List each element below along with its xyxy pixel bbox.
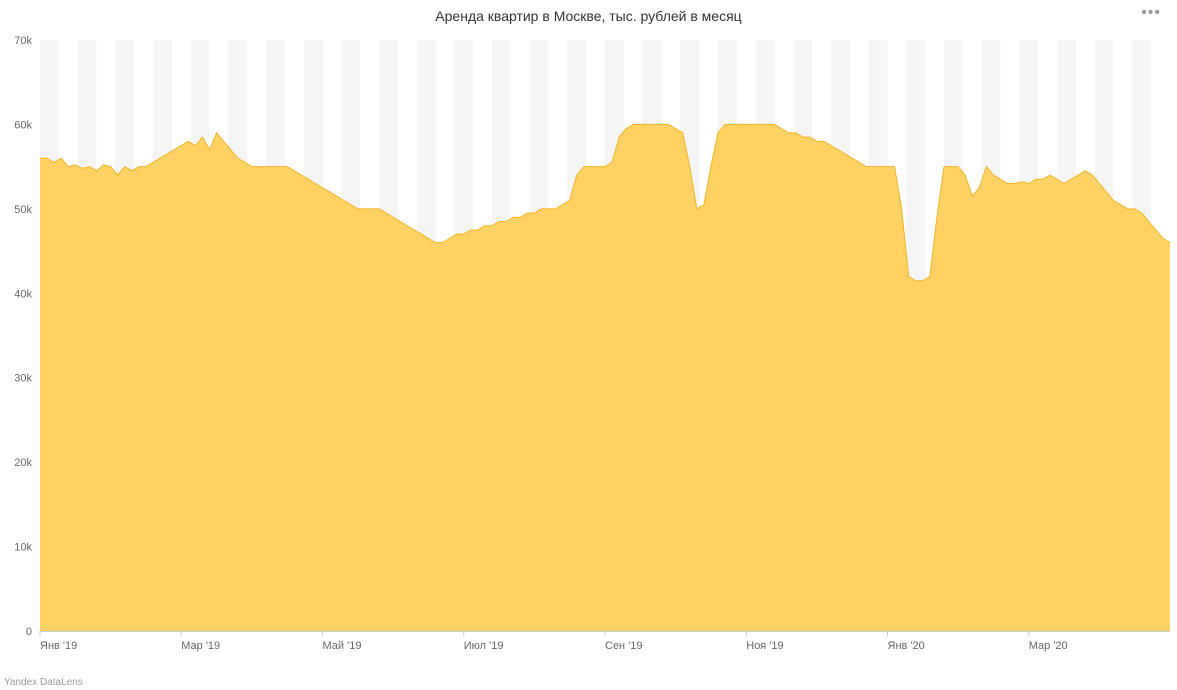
svg-text:10k: 10k [14, 542, 32, 554]
svg-text:Сен '19: Сен '19 [605, 640, 643, 652]
svg-text:60k: 60k [14, 119, 32, 131]
svg-text:50k: 50k [14, 204, 32, 216]
svg-text:Янв '20: Янв '20 [888, 640, 925, 652]
attribution-label: Yandex DataLens [4, 677, 83, 688]
svg-text:Май '19: Май '19 [323, 640, 362, 652]
area-chart: 0 10k 20k 30k 40k 50k 60k 70k Янв '19 Мар '19 Май … [0, 28, 1177, 668]
svg-text:40k: 40k [14, 288, 32, 300]
svg-text:Мар '19: Мар '19 [181, 640, 220, 652]
svg-text:70k: 70k [14, 35, 32, 47]
svg-text:30k: 30k [14, 373, 32, 385]
svg-text:20k: 20k [14, 457, 32, 469]
svg-text:Мар '20: Мар '20 [1029, 640, 1068, 652]
svg-text:Ноя '19: Ноя '19 [746, 640, 783, 652]
svg-text:0: 0 [26, 626, 32, 638]
svg-text:Янв '19: Янв '19 [40, 640, 77, 652]
chart-title: Аренда квартир в Москве, тыс. рублей в м… [0, 8, 1177, 24]
more-icon[interactable]: ••• [1141, 8, 1161, 18]
svg-text:Июл '19: Июл '19 [464, 640, 504, 652]
chart-container: Аренда квартир в Москве, тыс. рублей в м… [0, 0, 1177, 690]
